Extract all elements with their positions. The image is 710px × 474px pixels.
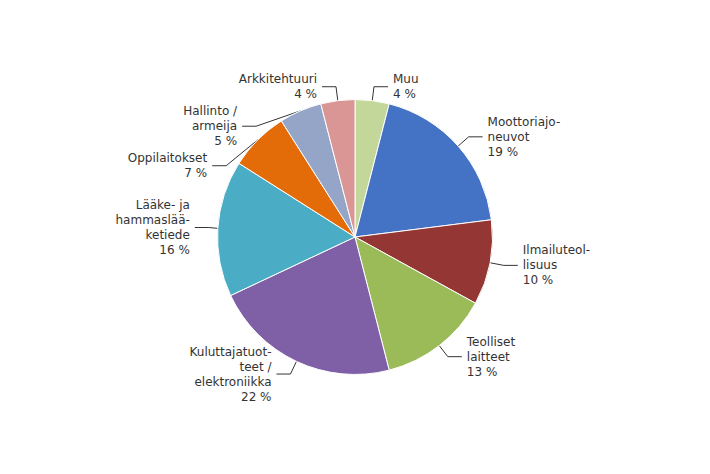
svg-text:4 %: 4 %: [294, 87, 317, 101]
svg-text:neuvot: neuvot: [488, 130, 530, 144]
svg-text:Hallinto /: Hallinto /: [183, 104, 238, 118]
svg-text:Oppilaitokset: Oppilaitokset: [128, 151, 208, 165]
svg-text:13 %: 13 %: [467, 365, 498, 379]
svg-text:Ilmailuteol-: Ilmailuteol-: [523, 243, 590, 257]
svg-text:Lääke- ja: Lääke- ja: [136, 198, 190, 212]
svg-text:4 %: 4 %: [393, 87, 416, 101]
svg-text:10 %: 10 %: [523, 273, 554, 287]
svg-text:ketiede: ketiede: [146, 228, 190, 242]
svg-text:Kuluttajatuot-: Kuluttajatuot-: [190, 345, 272, 359]
svg-text:armeija: armeija: [192, 119, 237, 133]
svg-text:22 %: 22 %: [241, 390, 272, 404]
svg-text:elektroniikka: elektroniikka: [194, 375, 271, 389]
svg-text:lisuus: lisuus: [523, 258, 557, 272]
svg-text:Arkkitehtuuri: Arkkitehtuuri: [239, 72, 317, 86]
svg-text:Moottoriajo-: Moottoriajo-: [488, 115, 561, 129]
svg-text:16 %: 16 %: [159, 243, 190, 257]
svg-text:hammaslää-: hammaslää-: [116, 213, 190, 227]
svg-text:Muu: Muu: [393, 72, 419, 86]
svg-text:19 %: 19 %: [488, 145, 519, 159]
svg-text:Teolliset: Teolliset: [466, 335, 516, 349]
svg-text:laitteet: laitteet: [467, 350, 510, 364]
svg-text:5 %: 5 %: [214, 134, 237, 148]
svg-text:7 %: 7 %: [184, 166, 207, 180]
svg-text:teet /: teet /: [239, 360, 272, 374]
